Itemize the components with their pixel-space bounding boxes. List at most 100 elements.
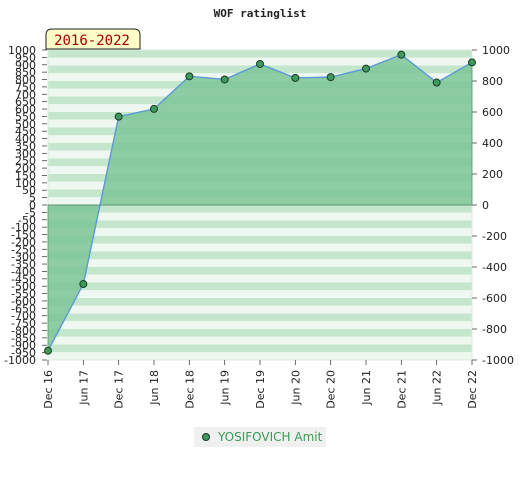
year-range-badge-text: 2016-2022 <box>54 33 130 49</box>
y-tick-label-left: 200 <box>15 162 36 175</box>
y-tick-label-left: 150 <box>15 169 36 182</box>
y-tick-label-left: 350 <box>15 140 36 153</box>
legend: YOSIFOVICH Amit <box>194 427 326 447</box>
data-point <box>220 75 229 84</box>
data-point <box>150 104 158 113</box>
grid-band <box>48 321 472 329</box>
y-tick-label-right: 1000 <box>482 44 510 57</box>
y-tick-label-left: -600 <box>11 295 36 308</box>
x-tick-label: Jun 21 <box>360 370 373 406</box>
y-tick-label-left: -700 <box>11 310 36 323</box>
y-tick-label-left: 250 <box>15 155 36 168</box>
y-tick-label-left: -650 <box>11 302 36 315</box>
y-axis-left: 1000950900850800750700650600550500450400… <box>4 44 47 367</box>
y-tick-label-right: -600 <box>482 292 507 305</box>
grid-band <box>48 282 472 291</box>
grid-band <box>48 290 472 298</box>
y-tick-label-left: 600 <box>15 103 36 116</box>
y-tick-label-right: 400 <box>482 137 503 150</box>
y-tick-label-left: 800 <box>15 74 36 87</box>
y-tick-label-left: 0 <box>29 199 36 212</box>
grid-band <box>48 329 472 337</box>
grid-band <box>48 305 472 314</box>
grid-band <box>48 228 472 236</box>
y-tick-label-left: -150 <box>11 229 36 242</box>
grid-band <box>48 50 472 58</box>
x-tick-label: Dec 22 <box>466 370 479 409</box>
data-point <box>256 59 264 68</box>
y-tick-label-left: 650 <box>15 96 36 109</box>
data-point <box>114 112 123 121</box>
data-point <box>362 64 370 73</box>
grid-band <box>48 259 472 267</box>
grid-band <box>48 205 472 213</box>
legend-marker <box>202 433 210 441</box>
legend-label: YOSIFOVICH Amit <box>217 430 323 444</box>
data-point <box>468 58 476 67</box>
y-tick-label-left: -50 <box>18 214 36 227</box>
x-tick-label: Jun 20 <box>289 370 302 406</box>
grid-band <box>48 344 472 353</box>
y-tick-label-left: -800 <box>11 324 36 337</box>
x-tick-label: Dec 16 <box>42 370 55 409</box>
y-tick-label-left: -1000 <box>4 354 36 367</box>
x-tick-label: Jun 22 <box>431 370 444 406</box>
series-points <box>44 50 476 355</box>
grid-band <box>48 267 472 275</box>
grid-band <box>48 298 472 306</box>
y-tick-label-left: -450 <box>11 273 36 286</box>
x-tick-label: Jun 18 <box>148 370 161 406</box>
data-point <box>432 78 441 87</box>
y-tick-label-right: 800 <box>482 75 503 88</box>
x-tick-label: Dec 19 <box>254 370 267 409</box>
y-tick-label-left: 700 <box>15 88 36 101</box>
data-point <box>291 73 300 82</box>
y-tick-label-left: -750 <box>11 317 36 330</box>
y-tick-label-left: 850 <box>15 66 36 79</box>
y-tick-label-left: 450 <box>15 125 36 138</box>
grid-band <box>48 243 472 252</box>
y-tick-label-left: 50 <box>22 184 36 197</box>
year-range-badge: 2016-2022 <box>45 28 141 50</box>
y-tick-label-left: -250 <box>11 243 36 256</box>
y-tick-label-right: -1000 <box>482 354 514 367</box>
grid-band <box>48 313 472 322</box>
y-tick-label-left: 550 <box>15 110 36 123</box>
y-tick-label-left: -500 <box>11 280 36 293</box>
y-tick-label-left: -300 <box>11 251 36 264</box>
x-tick-label: Jun 17 <box>77 370 90 406</box>
y-tick-label-left: 900 <box>15 59 36 72</box>
y-tick-label-left: -400 <box>11 265 36 278</box>
y-tick-label-left: 5 <box>29 192 36 205</box>
y-tick-label-left: -350 <box>11 258 36 271</box>
x-tick-label: Jun 19 <box>219 370 232 406</box>
grid-band <box>48 220 472 229</box>
y-tick-label-left: 100 <box>15 177 36 190</box>
x-tick-label: Dec 18 <box>183 370 196 409</box>
y-tick-label-left: -900 <box>11 339 36 352</box>
y-tick-label-left: 500 <box>15 118 36 131</box>
y-tick-label-left: -200 <box>11 236 36 249</box>
data-point <box>326 73 335 82</box>
x-tick-label: Dec 21 <box>395 370 408 409</box>
grid-band <box>48 352 472 360</box>
chart-title: WOF ratinglist <box>214 7 307 20</box>
x-tick-label: Dec 17 <box>113 370 126 409</box>
y-tick-label-left: -850 <box>11 332 36 345</box>
y-tick-label-left: -950 <box>11 347 36 360</box>
y-tick-label-right: -400 <box>482 261 507 274</box>
y-tick-label-left: 1000 <box>8 44 36 57</box>
y-tick-label-left: 300 <box>15 147 36 160</box>
y-tick-label-left: -550 <box>11 288 36 301</box>
y-tick-label-left: 950 <box>15 51 36 64</box>
y-tick-label-right: 600 <box>482 106 503 119</box>
y-tick-label-right: -200 <box>482 230 507 243</box>
data-point <box>397 50 406 59</box>
y-tick-label-right: 200 <box>482 168 503 181</box>
y-tick-label-left: 400 <box>15 133 36 146</box>
y-tick-label-right: 0 <box>482 199 489 212</box>
data-point <box>79 280 88 289</box>
y-tick-label-left: -100 <box>11 221 36 234</box>
y-axis-right: 1000 800 600 400 200 0 -200 -400 -600 -800 -1000 <box>472 44 514 367</box>
